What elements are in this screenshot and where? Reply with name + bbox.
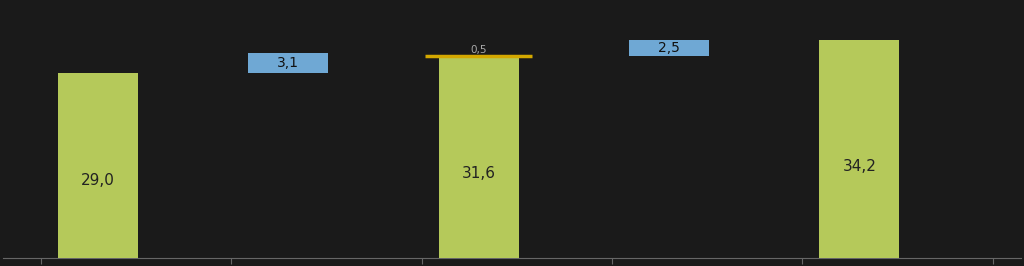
- Text: 0,5: 0,5: [470, 45, 487, 55]
- Bar: [58, 73, 138, 258]
- Text: 29,0: 29,0: [81, 173, 115, 188]
- Text: 34,2: 34,2: [843, 159, 877, 174]
- Text: 31,6: 31,6: [462, 166, 496, 181]
- Bar: [249, 53, 329, 73]
- Bar: [438, 56, 519, 258]
- Text: 2,5: 2,5: [658, 41, 680, 55]
- Text: 3,1: 3,1: [278, 56, 299, 70]
- Bar: [819, 40, 899, 258]
- Bar: [629, 40, 709, 56]
